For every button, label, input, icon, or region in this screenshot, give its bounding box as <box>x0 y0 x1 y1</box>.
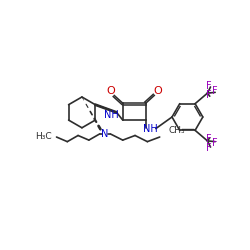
Text: NH: NH <box>143 124 158 134</box>
Text: F: F <box>212 86 218 96</box>
Text: F: F <box>206 81 212 91</box>
Text: O: O <box>106 86 115 96</box>
Text: N: N <box>101 129 109 139</box>
Text: CH₃: CH₃ <box>169 126 186 134</box>
Text: F: F <box>212 138 218 148</box>
Text: F: F <box>206 90 212 101</box>
Text: H₃C: H₃C <box>35 132 52 141</box>
Text: NH: NH <box>104 110 118 120</box>
Text: F: F <box>206 143 212 153</box>
Text: O: O <box>154 86 162 96</box>
Text: F: F <box>206 134 212 143</box>
